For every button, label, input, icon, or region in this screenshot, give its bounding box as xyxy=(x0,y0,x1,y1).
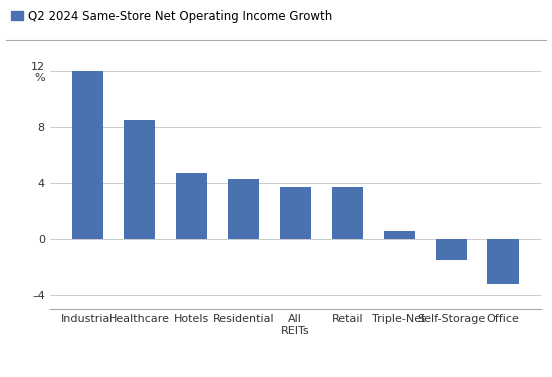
Bar xyxy=(280,187,311,239)
Legend: Q2 2024 Same-Store Net Operating Income Growth: Q2 2024 Same-Store Net Operating Income … xyxy=(12,10,332,23)
Bar xyxy=(436,239,466,260)
Bar xyxy=(228,179,259,239)
Bar xyxy=(332,187,363,239)
Bar xyxy=(72,70,103,239)
Bar xyxy=(124,120,155,239)
Bar xyxy=(487,239,519,284)
Bar xyxy=(384,230,415,239)
Bar xyxy=(176,173,207,239)
